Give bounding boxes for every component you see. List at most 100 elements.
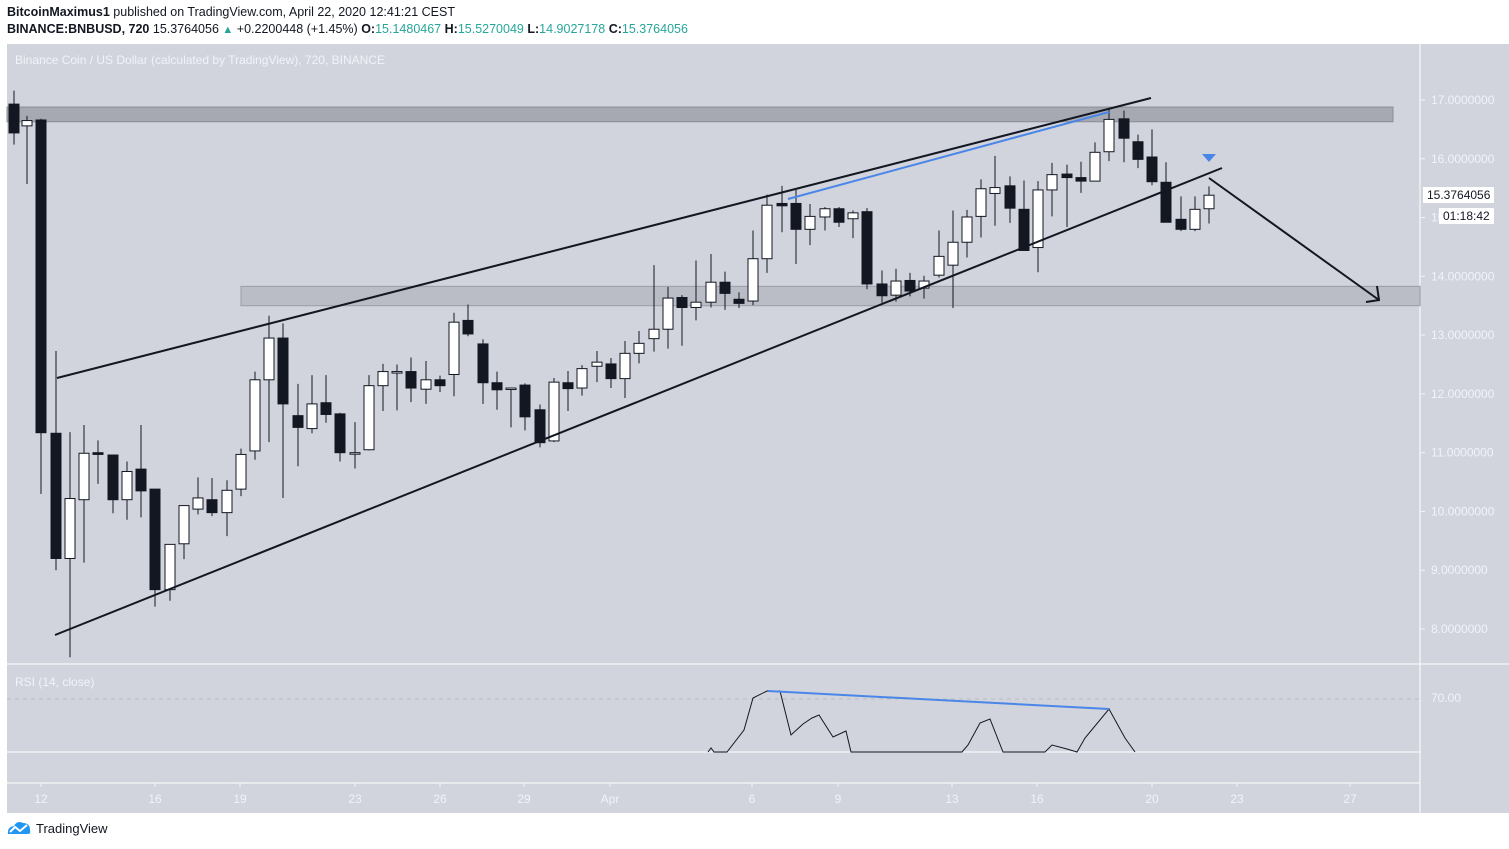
candle-bearish xyxy=(605,363,617,380)
candle-bearish xyxy=(405,371,417,389)
candle-bullish xyxy=(78,452,90,501)
candle-bullish xyxy=(591,361,603,367)
candle-bearish xyxy=(1146,156,1158,183)
candle-bullish xyxy=(576,368,588,389)
candle-bearish xyxy=(50,432,62,559)
candle-bullish xyxy=(1046,174,1058,191)
candle-bearish xyxy=(861,211,873,285)
candle-bullish xyxy=(890,280,902,296)
candle-bullish xyxy=(1032,189,1044,249)
last-price: 15.3764056 xyxy=(152,22,219,36)
countdown-tag: 01:18:42 xyxy=(1439,208,1494,224)
price-tick-label: 16.0000000 xyxy=(1431,152,1495,166)
candle-bearish xyxy=(1175,218,1187,230)
candle-bullish xyxy=(263,337,275,381)
candle-bearish xyxy=(676,297,688,308)
low-value: 14.9027178 xyxy=(539,22,606,36)
candle-bearish xyxy=(790,202,802,230)
wedge-upper-line xyxy=(56,97,1152,379)
time-tick-label: 16 xyxy=(148,792,162,806)
candle-bullish xyxy=(705,281,717,303)
candle-bullish xyxy=(548,381,560,442)
candle-bearish xyxy=(904,279,916,292)
candle-bearish xyxy=(833,208,845,223)
candle-bullish xyxy=(505,387,517,391)
open-value: 15.1480467 xyxy=(375,22,442,36)
time-tick-label: 20 xyxy=(1145,792,1159,806)
candle-bearish xyxy=(1004,185,1016,209)
candle-bullish xyxy=(306,403,318,430)
candle-bullish xyxy=(989,187,1001,194)
candle-bullish xyxy=(804,215,816,230)
time-tick-label: 12 xyxy=(34,792,48,806)
candle-bearish xyxy=(107,454,119,501)
candle-bearish xyxy=(135,468,147,492)
candle-bullish xyxy=(178,505,190,545)
bearish-target-arrow xyxy=(1208,177,1380,301)
footer: TradingView xyxy=(6,820,108,836)
candle-bullish xyxy=(363,385,375,451)
candle-bullish xyxy=(420,379,432,390)
candle-bearish xyxy=(719,281,731,294)
open-label: O: xyxy=(361,22,376,36)
chart-title: Binance Coin / US Dollar (calculated by … xyxy=(15,53,385,67)
candle-bearish xyxy=(292,415,304,428)
resistance-zone xyxy=(6,106,1394,123)
rsi-line xyxy=(707,690,1136,753)
candle-bearish xyxy=(491,382,503,391)
candle-bullish xyxy=(121,470,133,501)
published-info: published on TradingView.com, April 22, … xyxy=(113,5,455,19)
time-tick-label: 26 xyxy=(433,792,447,806)
low-label: L: xyxy=(527,22,540,36)
candle-bullish xyxy=(947,241,959,266)
candle-bearish xyxy=(320,402,332,415)
symbol-line: BINANCE:BNBUSD, 720 15.3764056 ▲ +0.2200… xyxy=(7,22,688,36)
candle-bearish xyxy=(149,488,161,591)
candle-bullish xyxy=(819,208,831,218)
candle-bullish xyxy=(690,301,702,308)
candle-bearish xyxy=(876,283,888,297)
candle-bullish xyxy=(961,216,973,243)
time-tick-label: 27 xyxy=(1343,792,1357,806)
symbol: BINANCE:BNBUSD, 720 xyxy=(7,22,150,36)
candle-bullish xyxy=(761,204,773,260)
close-label: C: xyxy=(608,22,622,36)
price-tick-label: 12.0000000 xyxy=(1431,387,1495,401)
candle-bullish xyxy=(377,371,389,387)
price-tick-label: 8.0000000 xyxy=(1431,622,1488,636)
candle-bearish xyxy=(206,499,218,514)
candle-bullish xyxy=(235,453,247,490)
candle-bearish xyxy=(477,343,489,384)
tradingview-brand[interactable]: TradingView xyxy=(36,820,108,836)
candle-bearish xyxy=(733,298,745,304)
candle-bullish xyxy=(349,452,361,455)
candle-bearish xyxy=(1075,177,1087,182)
arrow-head-icon xyxy=(1365,285,1381,303)
candle-bullish xyxy=(448,321,460,376)
price-tick-label: 13.0000000 xyxy=(1431,328,1495,342)
candle-bullish xyxy=(221,489,233,514)
candle-bearish xyxy=(8,103,20,134)
candle-bullish xyxy=(391,371,403,374)
candle-bullish xyxy=(933,255,945,276)
candle-bullish xyxy=(648,328,660,340)
tradingview-logo-icon xyxy=(7,822,31,834)
high-label: H: xyxy=(444,22,458,36)
candle-bullish xyxy=(847,212,859,220)
time-tick-label: 16 xyxy=(1030,792,1044,806)
candle-bearish xyxy=(35,119,47,434)
sell-signal-marker-icon xyxy=(1202,154,1216,162)
candle-bullish xyxy=(192,497,204,510)
candle-bearish xyxy=(1132,141,1144,160)
candle-bullish xyxy=(975,188,987,217)
candle-bullish xyxy=(633,342,645,354)
price-tick-label: 14.0000000 xyxy=(1431,269,1495,283)
author[interactable]: BitcoinMaximus1 xyxy=(7,5,110,19)
price-tick-label: 17.0000000 xyxy=(1431,93,1495,107)
price-tick-label: 10.0000000 xyxy=(1431,504,1495,518)
time-tick-label: 9 xyxy=(835,792,842,806)
time-tick-label: 6 xyxy=(749,792,756,806)
candle-bullish xyxy=(64,498,76,559)
candle-bearish xyxy=(776,202,788,207)
